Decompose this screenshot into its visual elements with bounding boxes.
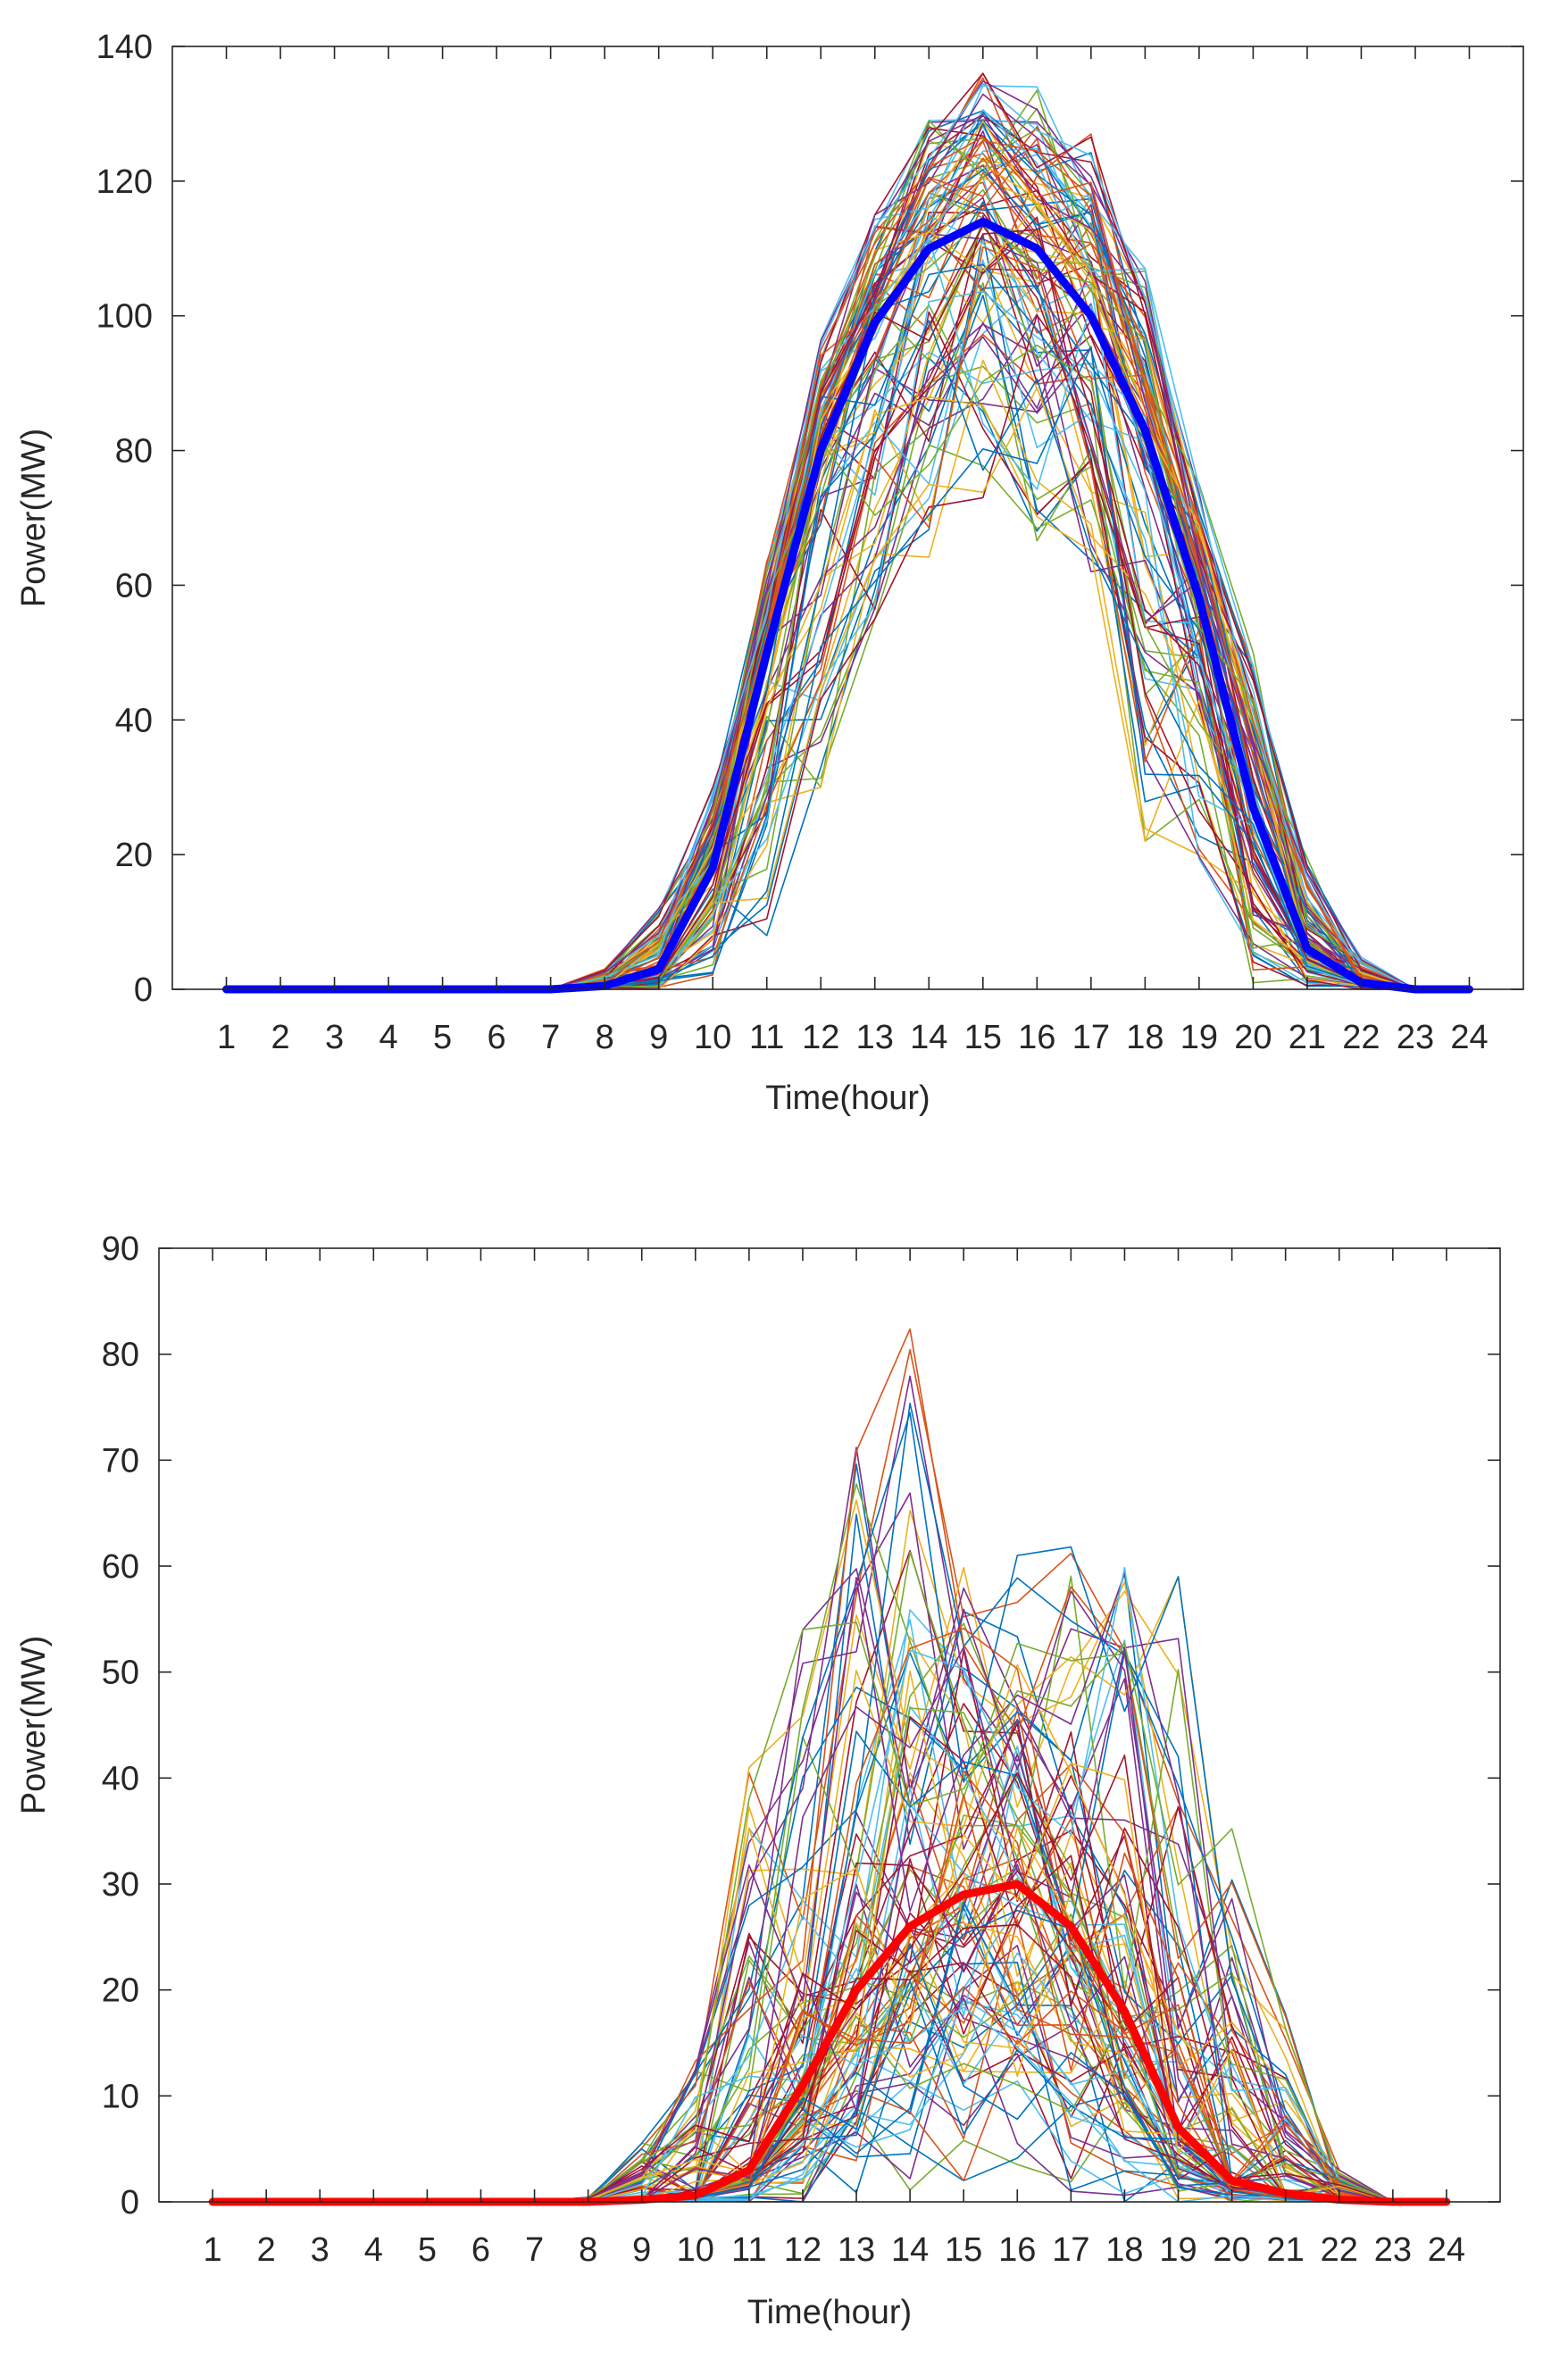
y-tick-label: 140: [96, 29, 153, 66]
x-tick-label: 14: [891, 2231, 929, 2269]
x-tick-label: 18: [1105, 2231, 1143, 2269]
x-tick-label: 9: [632, 2231, 651, 2269]
x-tick-label: 5: [418, 2231, 437, 2269]
top-x-axis-label: Time(hour): [765, 1079, 930, 1117]
x-tick-label: 21: [1267, 2231, 1305, 2269]
y-tick-label: 70: [102, 1442, 139, 1480]
x-tick-label: 23: [1374, 2231, 1412, 2269]
y-tick-label: 0: [134, 971, 153, 1009]
x-tick-label: 9: [649, 1019, 668, 1056]
x-tick-label: 3: [311, 2231, 329, 2269]
axes-box: [171, 46, 1524, 990]
x-tick-label: 10: [694, 1019, 731, 1056]
scenario-line: [226, 219, 1470, 990]
y-tick-label: 80: [115, 433, 153, 471]
x-tick-label: 7: [525, 2231, 544, 2269]
x-tick-label: 20: [1234, 1019, 1272, 1056]
x-tick-label: 19: [1159, 2231, 1197, 2269]
y-tick-label: 80: [102, 1337, 139, 1374]
x-tick-label: 17: [1052, 2231, 1089, 2269]
x-tick-label: 20: [1213, 2231, 1250, 2269]
top-chart-panel: 1 2 3 4 5 6 7 8 9 10 11 12 13 14 15 16 17 18 19 20 21 22 23 24 …: [15, 29, 1524, 1117]
y-tick-label: 30: [102, 1866, 139, 1904]
x-tick-label: 11: [731, 2231, 766, 2269]
x-tick-label: 10: [677, 2231, 714, 2269]
x-tick-label: 11: [749, 1019, 784, 1056]
x-tick-label: 5: [433, 1019, 452, 1056]
x-tick-label: 17: [1072, 1019, 1110, 1056]
x-tick-label: 8: [579, 2231, 597, 2269]
y-tick-label: 0: [121, 2184, 139, 2221]
y-tick-label: 120: [96, 163, 153, 201]
x-tick-label: 6: [488, 1019, 506, 1056]
x-tick-label: 8: [596, 1019, 614, 1056]
x-tick-label: 16: [998, 2231, 1036, 2269]
y-tick-label: 90: [102, 1230, 139, 1268]
x-tick-label: 1: [204, 2231, 222, 2269]
scenario-line: [226, 212, 1470, 990]
bottom-y-tick-labels: 0 10 20 30 40 50 60 70 80 90: [102, 1230, 139, 2221]
scenario-line: [213, 1412, 1447, 2203]
y-tick-label: 50: [102, 1655, 139, 1692]
bottom-x-axis-label: Time(hour): [747, 2294, 912, 2331]
x-tick-label: 24: [1428, 2231, 1465, 2269]
x-tick-label: 24: [1450, 1019, 1488, 1056]
y-tick-label: 20: [102, 1972, 139, 2010]
x-tick-label: 2: [271, 1019, 289, 1056]
top-y-tick-labels: 0 20 40 60 80 100 120 140: [96, 29, 153, 1009]
y-tick-label: 60: [102, 1548, 139, 1586]
x-tick-label: 4: [364, 2231, 383, 2269]
x-tick-label: 6: [471, 2231, 490, 2269]
top-y-axis-label: Power(MW): [15, 429, 53, 608]
x-tick-label: 2: [257, 2231, 276, 2269]
y-tick-label: 20: [115, 837, 153, 874]
x-tick-label: 13: [838, 2231, 875, 2269]
x-tick-label: 15: [964, 1019, 1002, 1056]
top-x-tick-labels: 1 2 3 4 5 6 7 8 9 10 11 12 13 14 15 16 17 18 19 20 21 22 23 24: [217, 1019, 1489, 1056]
x-tick-label: 23: [1397, 1019, 1434, 1056]
x-tick-label: 18: [1126, 1019, 1163, 1056]
x-tick-label: 16: [1018, 1019, 1055, 1056]
x-tick-label: 4: [379, 1019, 398, 1056]
x-tick-label: 19: [1180, 1019, 1218, 1056]
y-tick-label: 10: [102, 2078, 139, 2115]
top-scenario-curves: [226, 72, 1470, 990]
y-tick-label: 40: [115, 702, 153, 739]
bottom-x-tick-labels: 1 2 3 4 5 6 7 8 9 10 11 12 13 14 15 16 17 18 19 20 21 22 23 24: [204, 2231, 1466, 2269]
bottom-y-axis-label: Power(MW): [15, 1636, 53, 1815]
x-tick-label: 15: [945, 2231, 982, 2269]
y-tick-label: 100: [96, 298, 153, 336]
x-tick-label: 13: [856, 1019, 894, 1056]
x-tick-label: 7: [541, 1019, 560, 1056]
bottom-scenario-curves: [213, 1328, 1447, 2203]
scenario-line: [213, 1636, 1447, 2203]
x-tick-label: 22: [1342, 1019, 1380, 1056]
bottom-axes: [158, 1247, 1501, 2203]
x-tick-label: 1: [217, 1019, 236, 1056]
x-tick-label: 21: [1289, 1019, 1326, 1056]
x-tick-label: 3: [325, 1019, 344, 1056]
bottom-chart-panel: 1 2 3 4 5 6 7 8 9 10 11 12 13 14 15 16 17 18 19 20 21 22 23 24 …: [15, 1230, 1501, 2331]
scenario-line: [213, 1499, 1447, 2203]
y-tick-label: 60: [115, 567, 153, 604]
top-axes: [171, 46, 1524, 990]
x-tick-label: 14: [910, 1019, 947, 1056]
y-tick-label: 40: [102, 1760, 139, 1797]
axes-box: [158, 1247, 1501, 2203]
x-tick-label: 12: [784, 2231, 822, 2269]
x-tick-label: 22: [1321, 2231, 1358, 2269]
x-tick-label: 12: [802, 1019, 839, 1056]
